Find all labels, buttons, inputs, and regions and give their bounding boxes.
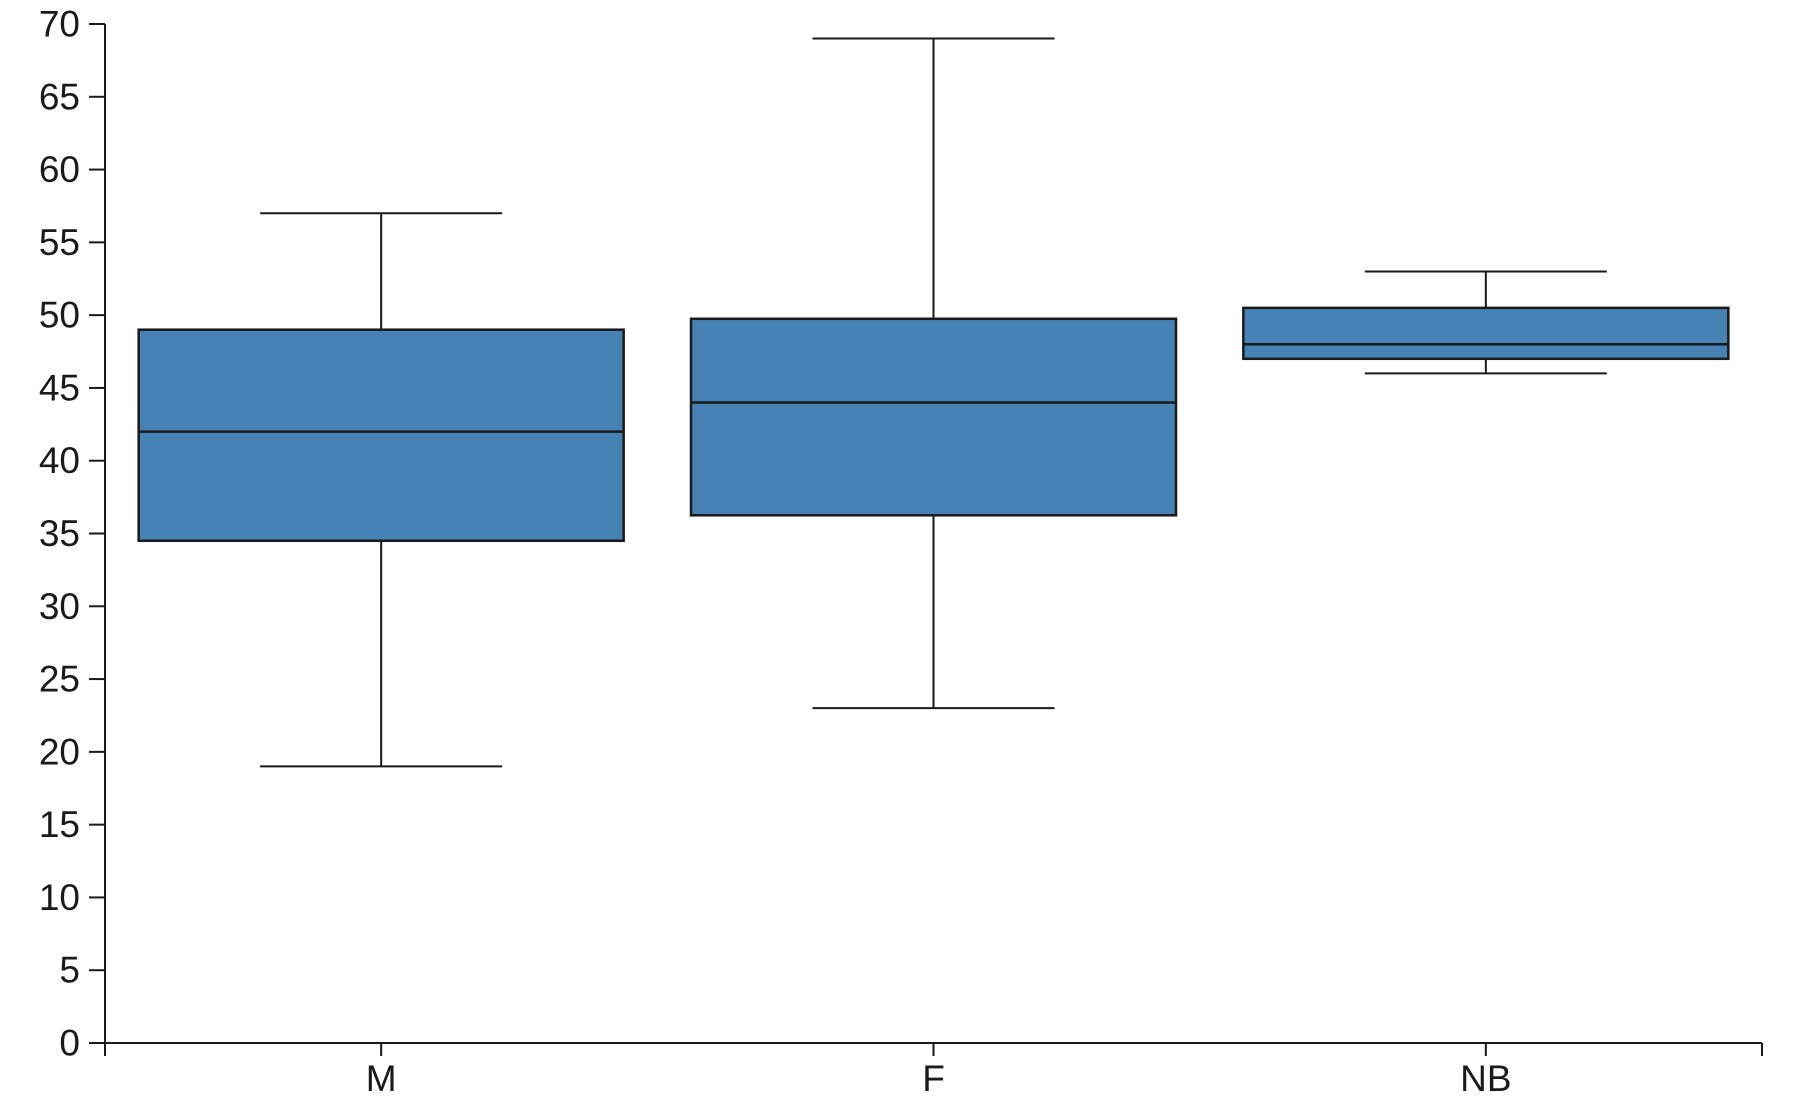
- y-tick-label: 15: [39, 804, 80, 845]
- y-tick-label: 45: [39, 367, 80, 408]
- y-tick-label: 70: [39, 4, 80, 45]
- y-tick-label: 40: [39, 440, 80, 481]
- y-tick-label: 60: [39, 149, 80, 190]
- y-tick-label: 30: [39, 586, 80, 627]
- y-tick-label: 55: [39, 222, 80, 263]
- y-tick-label: 35: [39, 513, 80, 554]
- y-tick-label: 25: [39, 659, 80, 700]
- y-tick-label: 0: [59, 1023, 80, 1064]
- box-NB: [1242, 306, 1730, 361]
- y-tick-label: 20: [39, 731, 80, 772]
- y-tick-label: 50: [39, 295, 80, 336]
- y-tick-label: 10: [39, 877, 80, 918]
- y-tick-label: 5: [59, 950, 80, 991]
- x-tick-label-M: M: [366, 1058, 397, 1099]
- x-tick-label-F: F: [922, 1058, 945, 1099]
- y-tick-label: 65: [39, 76, 80, 117]
- box-F: [689, 317, 1178, 517]
- x-tick-label-NB: NB: [1460, 1058, 1511, 1099]
- box-M: [137, 328, 625, 543]
